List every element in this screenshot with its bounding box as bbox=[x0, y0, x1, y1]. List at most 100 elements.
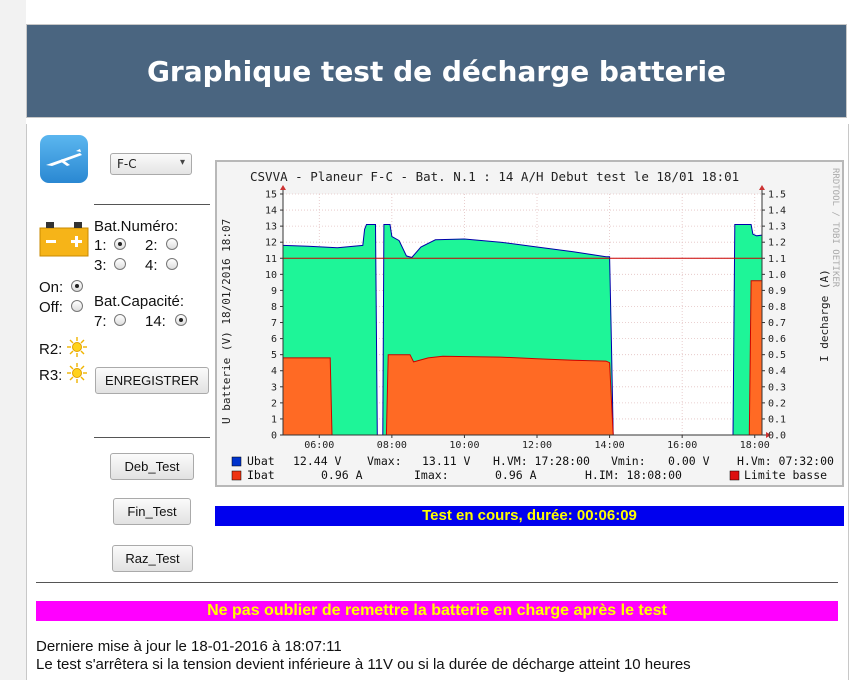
y2-tick-label: 1.1 bbox=[768, 254, 786, 265]
y-tick-label: 2 bbox=[271, 398, 277, 409]
save-button[interactable]: ENREGISTRER bbox=[95, 367, 209, 394]
battery-option-3-label: 3: bbox=[94, 257, 107, 274]
divider-bottom bbox=[94, 437, 210, 438]
y2-tick-label: 0.8 bbox=[768, 302, 786, 313]
y-axis-arrow bbox=[280, 185, 286, 190]
battery-number-label: Bat.Numéro: bbox=[94, 218, 179, 235]
y2-axis-label: I decharge (A) bbox=[818, 269, 831, 362]
x-tick-label: 12:00 bbox=[522, 440, 552, 451]
off-radio[interactable] bbox=[71, 300, 83, 312]
battery-option-3-radio[interactable] bbox=[114, 258, 126, 270]
x-tick-label: 06:00 bbox=[304, 440, 334, 451]
y2-tick-label: 1.4 bbox=[768, 206, 786, 217]
y2-tick-label: 1.2 bbox=[768, 238, 786, 249]
y2-tick-label: 1.5 bbox=[768, 190, 786, 201]
legend-ibat-swatch bbox=[231, 470, 242, 481]
legend-him: H.IM: 18:08:00 bbox=[585, 468, 682, 482]
aircraft-select[interactable]: F-C ▾ bbox=[110, 153, 192, 175]
battery-icon bbox=[39, 222, 89, 257]
y-tick-label: 14 bbox=[265, 206, 277, 217]
y2-tick-label: 1.3 bbox=[768, 222, 786, 233]
y2-tick-label: 0.3 bbox=[768, 382, 786, 393]
y2-axis-arrow bbox=[759, 185, 765, 190]
sun-icon bbox=[67, 337, 87, 357]
y-tick-label: 12 bbox=[265, 238, 277, 249]
battery-option-4-radio[interactable] bbox=[166, 258, 178, 270]
capacity-14-label: 14: bbox=[145, 313, 166, 330]
y-tick-label: 13 bbox=[265, 222, 277, 233]
x-tick-label: 18:00 bbox=[740, 440, 770, 451]
charge-warning-banner: Ne pas oublier de remettre la batterie e… bbox=[36, 601, 838, 621]
y-tick-label: 15 bbox=[265, 190, 277, 201]
battery-option-1-radio[interactable] bbox=[114, 238, 126, 250]
legend-imax-value: 0.96 A bbox=[495, 468, 537, 482]
battery-option-2-label: 2: bbox=[145, 237, 158, 254]
y-tick-label: 5 bbox=[271, 350, 277, 361]
legend-vmin-value: 0.00 V bbox=[668, 454, 710, 468]
deb-test-button[interactable]: Deb_Test bbox=[110, 453, 194, 480]
y-tick-label: 6 bbox=[271, 334, 277, 345]
chart-title: CSVVA - Planeur F-C - Bat. N.1 : 14 A/H … bbox=[250, 169, 739, 184]
test-status-bar: Test en cours, durée: 00:06:09 bbox=[215, 506, 844, 526]
legend-hvmin: H.Vm: 07:32:00 bbox=[737, 454, 834, 468]
raz-test-button[interactable]: Raz_Test bbox=[112, 545, 193, 572]
page-title: Graphique test de décharge batterie bbox=[146, 55, 727, 88]
legend-ibat-name: Ibat bbox=[247, 468, 275, 482]
y2-tick-label: 0.4 bbox=[768, 366, 786, 377]
off-label: Off: bbox=[39, 299, 63, 316]
y-axis-label: U batterie (V) 18/01/2016 18:07 bbox=[220, 219, 233, 424]
relay-r2-label: R2: bbox=[39, 341, 63, 358]
x-axis-arrow bbox=[766, 432, 771, 438]
stop-rule-text: Le test s'arrêtera si la tension devient… bbox=[36, 656, 691, 673]
legend-vmax-label: Vmax: bbox=[367, 454, 402, 468]
y2-tick-label: 0.6 bbox=[768, 334, 786, 345]
fin-test-button[interactable]: Fin_Test bbox=[113, 498, 191, 525]
y-tick-label: 3 bbox=[271, 382, 277, 393]
series-ibat-area bbox=[283, 280, 762, 435]
battery-option-2-radio[interactable] bbox=[166, 238, 178, 250]
x-tick-label: 10:00 bbox=[449, 440, 479, 451]
y-tick-label: 0 bbox=[271, 431, 277, 442]
legend-limit-label: Limite basse bbox=[744, 468, 827, 482]
on-label: On: bbox=[39, 279, 64, 296]
legend-vmin-label: Vmin: bbox=[611, 454, 646, 468]
legend-limit-swatch bbox=[729, 470, 740, 481]
discharge-chart: CSVVA - Planeur F-C - Bat. N.1 : 14 A/H … bbox=[215, 160, 844, 487]
legend-ubat-name: Ubat bbox=[247, 454, 275, 468]
y-tick-label: 11 bbox=[265, 254, 277, 265]
x-tick-label: 16:00 bbox=[667, 440, 697, 451]
content-frame bbox=[26, 124, 849, 680]
y-tick-label: 10 bbox=[265, 270, 277, 281]
legend-ubat-current: 12.44 V bbox=[293, 454, 342, 468]
legend-ubat-swatch bbox=[231, 456, 242, 467]
y-tick-label: 9 bbox=[271, 286, 277, 297]
last-update-text: Derniere mise à jour le 18-01-2016 à 18:… bbox=[36, 638, 342, 655]
y-tick-label: 7 bbox=[271, 318, 277, 329]
capacity-7-radio[interactable] bbox=[114, 314, 126, 326]
y2-tick-label: 0.0 bbox=[768, 431, 786, 442]
y2-tick-label: 0.2 bbox=[768, 398, 786, 409]
capacity-label: Bat.Capacité: bbox=[94, 293, 185, 310]
chart-svg: CSVVA - Planeur F-C - Bat. N.1 : 14 A/H … bbox=[220, 168, 840, 482]
battery-option-4-label: 4: bbox=[145, 257, 158, 274]
capacity-7-label: 7: bbox=[94, 313, 107, 330]
y-tick-label: 4 bbox=[271, 366, 277, 377]
capacity-14-radio[interactable] bbox=[175, 314, 187, 326]
y2-tick-label: 0.1 bbox=[768, 414, 786, 425]
legend-vmax-value: 13.11 V bbox=[422, 454, 471, 468]
battery-option-1-label: 1: bbox=[94, 237, 107, 254]
legend-ibat-current: 0.96 A bbox=[321, 468, 363, 482]
y2-tick-label: 0.5 bbox=[768, 350, 786, 361]
legend-hvm: H.VM: 17:28:00 bbox=[493, 454, 590, 468]
y2-tick-label: 0.9 bbox=[768, 286, 786, 297]
relay-r3-label: R3: bbox=[39, 367, 63, 384]
legend-imax-label: Imax: bbox=[414, 468, 449, 482]
chart-watermark: RRDTOOL / TOBI OETIKER bbox=[830, 168, 840, 288]
x-tick-label: 08:00 bbox=[377, 440, 407, 451]
y-tick-label: 1 bbox=[271, 414, 277, 425]
glider-app-icon bbox=[40, 135, 88, 183]
divider-main bbox=[36, 582, 838, 583]
aircraft-select-value: F-C bbox=[117, 157, 137, 171]
on-radio[interactable] bbox=[71, 280, 83, 292]
divider-top bbox=[94, 204, 210, 205]
